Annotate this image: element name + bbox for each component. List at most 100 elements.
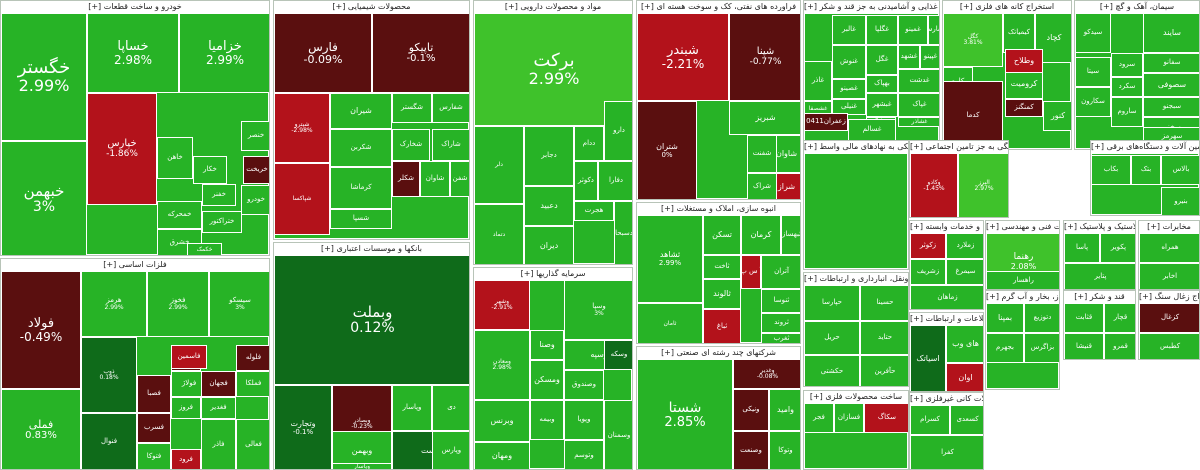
tile-فلوله[interactable]: فلوله bbox=[236, 345, 269, 371]
tile-سیدکو[interactable]: سیدکو bbox=[1075, 13, 1111, 53]
tile-کمنگنز[interactable]: کمنگنز bbox=[1005, 99, 1043, 117]
tile-حسینا[interactable]: حسینا bbox=[860, 285, 908, 321]
tile-حتاید[interactable]: حتاید bbox=[860, 321, 908, 355]
tile-خبهمن[interactable]: خبهمن 3% bbox=[1, 141, 87, 255]
tile-شسپا[interactable]: شسپا bbox=[330, 209, 392, 229]
tile-غالبر[interactable]: غالبر bbox=[832, 15, 866, 45]
tile-غمینو[interactable]: غمینو bbox=[898, 15, 928, 45]
tile-وپارس[interactable]: وپارس bbox=[432, 431, 469, 469]
tile-ذوب[interactable]: ذوب 0.18% bbox=[81, 337, 137, 413]
sector-header[interactable]: [+] خدمات فنی و مهندسی bbox=[986, 221, 1059, 233]
tile-غسالم[interactable]: غسالم bbox=[848, 119, 896, 141]
tile-شفنت[interactable]: شفنت bbox=[747, 135, 777, 173]
tile-ثباغ[interactable]: ثباغ bbox=[703, 309, 741, 343]
tile-زکوثر[interactable]: زکوثر bbox=[910, 233, 946, 259]
tile-وپویا[interactable]: وپویا bbox=[564, 400, 604, 440]
tile-بکاب[interactable]: بکاب bbox=[1091, 155, 1131, 185]
tile-غفارس[interactable]: غفارس bbox=[928, 15, 939, 45]
tile-شتران[interactable]: شتران 0% bbox=[637, 101, 697, 199]
tile-وطلاح[interactable]: وطلاح bbox=[1005, 49, 1043, 73]
tile-دیران[interactable]: دیران bbox=[524, 226, 574, 264]
tile-شراک[interactable]: شراک bbox=[747, 173, 777, 199]
sector-header[interactable]: [+] ساخت محصولات فلزی bbox=[804, 391, 908, 403]
tile-وصنا[interactable]: وصنا bbox=[530, 330, 564, 360]
sector-header[interactable]: [+] فراورده های نفتی، کک و سوخت هسته ای bbox=[637, 1, 800, 13]
sector-header[interactable]: [+] سیمان، آهک و گچ bbox=[1075, 1, 1199, 13]
tile-سایند[interactable]: سایند bbox=[1143, 13, 1199, 53]
tile-زملارد[interactable]: زملارد bbox=[946, 233, 983, 259]
tile-سفانو[interactable]: سفانو bbox=[1143, 53, 1199, 73]
tile-شپترو[interactable]: شپترو -2.98% bbox=[274, 93, 330, 163]
tile-قثابت[interactable]: قثابت bbox=[1064, 303, 1104, 333]
tile-فصبا[interactable]: فصبا bbox=[137, 375, 171, 413]
tile-غنوش[interactable]: غنوش bbox=[832, 45, 866, 79]
tile-ومسکن[interactable]: ومسکن bbox=[530, 360, 564, 400]
tile-ثغرب[interactable]: ثغرب bbox=[761, 333, 800, 343]
tile-فارس[interactable]: فارس -0.09% bbox=[274, 13, 372, 93]
tile-وامید[interactable]: وامید bbox=[769, 389, 800, 431]
tile-وپاسار[interactable]: وپاسار bbox=[332, 463, 392, 469]
tile-خپارس[interactable]: خپارس -1.86% bbox=[87, 93, 157, 205]
sector-header[interactable]: [+] مواد و محصولات دارویی bbox=[474, 1, 632, 13]
sector-header[interactable]: [+] محصولات شیمیایی bbox=[274, 1, 469, 13]
sector-header[interactable]: [+] استخراج زغال سنگ bbox=[1139, 291, 1199, 303]
tile-شاراک[interactable]: شاراک bbox=[432, 129, 469, 161]
tile-غشاذر[interactable]: غشاذر bbox=[898, 117, 939, 127]
tile-شگستر[interactable]: شگستر bbox=[392, 93, 432, 123]
tile-غگلپا[interactable]: غگلپا bbox=[866, 15, 898, 45]
tile-خزامیا[interactable]: خزامیا 2.99% bbox=[179, 13, 269, 93]
tile-شیران[interactable]: شیران bbox=[330, 93, 392, 129]
tile-غنیلی[interactable]: غنیلی bbox=[832, 99, 866, 115]
tile-بجهرم[interactable]: بجهرم bbox=[986, 333, 1024, 363]
tile-بزاگرس[interactable]: بزاگرس bbox=[1024, 333, 1059, 363]
tile-دارو[interactable]: دارو bbox=[604, 101, 632, 161]
tile-پتایر[interactable]: پتایر bbox=[1064, 263, 1135, 289]
tile-قمرو[interactable]: قمرو bbox=[1104, 333, 1135, 359]
tile-سبجنو[interactable]: سبجنو bbox=[1143, 97, 1199, 117]
tile-بنیرو[interactable]: بنیرو bbox=[1161, 187, 1199, 215]
tile-کرمان[interactable]: کرمان bbox=[741, 215, 781, 255]
tile-شاوان[interactable]: شاوان bbox=[420, 161, 450, 197]
tile-دجابر[interactable]: دجابر bbox=[524, 126, 574, 186]
tile-کدما[interactable]: کدما bbox=[943, 81, 1003, 149]
tile-فسرب[interactable]: فسرب bbox=[137, 413, 171, 443]
tile-فنوال[interactable]: فنوال bbox=[81, 413, 137, 469]
tile-حکشتی[interactable]: حکشتی bbox=[804, 355, 860, 386]
tile-ونیکی[interactable]: ونیکی bbox=[733, 389, 769, 431]
tile-آ س پ[interactable]: آ س پ bbox=[741, 255, 761, 289]
tile-حآفرین[interactable]: حآفرین bbox=[860, 355, 908, 386]
tile-شپنا[interactable]: شپنا -0.77% bbox=[729, 13, 800, 101]
tile-اوان[interactable]: اوان bbox=[946, 363, 983, 391]
tile-پکویر[interactable]: پکویر bbox=[1100, 233, 1135, 263]
tile-فروز[interactable]: فروز bbox=[171, 397, 201, 419]
tile-سیتا[interactable]: سیتا bbox=[1075, 57, 1111, 87]
tile-فاذر[interactable]: فاذر bbox=[201, 419, 236, 469]
tile-ثروند[interactable]: ثروند bbox=[761, 313, 800, 333]
tile-ختراکتور[interactable]: ختراکتور bbox=[202, 211, 242, 233]
tile-شفن[interactable]: شفن bbox=[450, 161, 469, 197]
tile-زماهان[interactable]: زماهان bbox=[910, 285, 983, 309]
tile-کچاد[interactable]: کچاد bbox=[1035, 13, 1071, 63]
tile-زعفران0411[interactable]: زعفران0411 bbox=[804, 113, 848, 131]
tile-همراه[interactable]: همراه bbox=[1139, 233, 1199, 263]
tile-برکت[interactable]: برکت 2.99% bbox=[474, 13, 632, 126]
tile-سکرد[interactable]: سکرد bbox=[1111, 77, 1143, 97]
tile-غپاک[interactable]: غپاک bbox=[898, 93, 939, 117]
tile-سرود[interactable]: سرود bbox=[1111, 53, 1143, 77]
sector-header[interactable]: [+] اطلاعات و ارتباطات bbox=[910, 313, 983, 325]
tile-سصوفی[interactable]: سصوفی bbox=[1143, 73, 1199, 97]
tile-شبریز[interactable]: شبریز bbox=[729, 101, 800, 135]
tile-البرز[interactable]: البرز 2.97% bbox=[958, 153, 1008, 217]
tile-ثاخت[interactable]: ثاخت bbox=[703, 255, 741, 279]
sector-header[interactable]: [+] استخراج کانه های فلزی bbox=[943, 1, 1071, 13]
tile-ثنوسا[interactable]: ثنوسا bbox=[761, 289, 800, 313]
tile-خگستر[interactable]: خگستر 2.99% bbox=[1, 13, 87, 141]
sector-header[interactable]: [+] فعالیتهای کمکی به نهادهای مالی واسط bbox=[804, 141, 908, 153]
tile-وکادو[interactable]: وکادو -1.45% bbox=[910, 153, 958, 217]
tile-خفنر[interactable]: خفنر bbox=[202, 184, 236, 206]
tile-غپینو[interactable]: غپینو bbox=[920, 45, 939, 69]
tile-حپارسا[interactable]: حپارسا bbox=[804, 285, 860, 321]
tile-شخارک[interactable]: شخارک bbox=[392, 129, 430, 161]
tile-خکار[interactable]: خکار bbox=[193, 156, 227, 184]
tile-فغدیر[interactable]: فغدیر bbox=[201, 397, 236, 419]
